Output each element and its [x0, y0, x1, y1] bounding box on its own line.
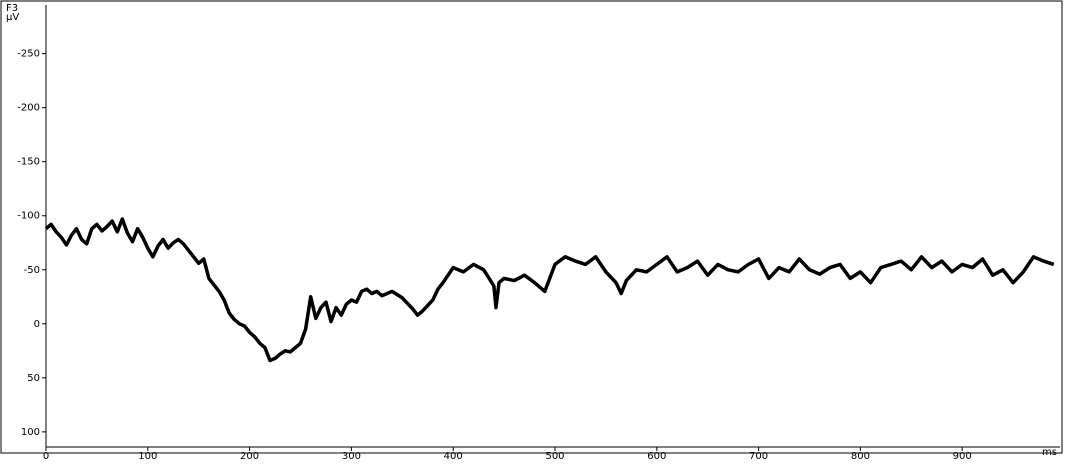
- x-tick-label: 400: [444, 451, 463, 462]
- x-tick-label: 500: [545, 451, 564, 462]
- y-tick-label: -150: [17, 157, 40, 168]
- y-tick-label: -100: [17, 211, 40, 222]
- x-unit: ms: [1042, 447, 1057, 458]
- x-tick-label: 0: [43, 451, 49, 462]
- y-tick-label: -50: [24, 265, 40, 276]
- data-line: [44, 217, 1055, 363]
- x-tick-label: 200: [240, 451, 259, 462]
- y-unit: µV: [6, 12, 19, 23]
- x-tick-label: 600: [647, 451, 666, 462]
- x-tick-label: 800: [851, 451, 870, 462]
- x-tick-label: 100: [138, 451, 157, 462]
- x-tick-label: 700: [749, 451, 768, 462]
- frame: [0, 0, 1063, 454]
- channel-label: F3: [6, 3, 18, 14]
- x-tick-label: 900: [953, 451, 972, 462]
- y-tick-label: 0: [34, 319, 40, 330]
- y-tick-label: 100: [21, 427, 40, 438]
- y-tick-label: -200: [17, 103, 40, 114]
- x-tick-label: 300: [342, 451, 361, 462]
- y-tick-label: 50: [27, 373, 40, 384]
- y-tick-label: -250: [17, 49, 40, 60]
